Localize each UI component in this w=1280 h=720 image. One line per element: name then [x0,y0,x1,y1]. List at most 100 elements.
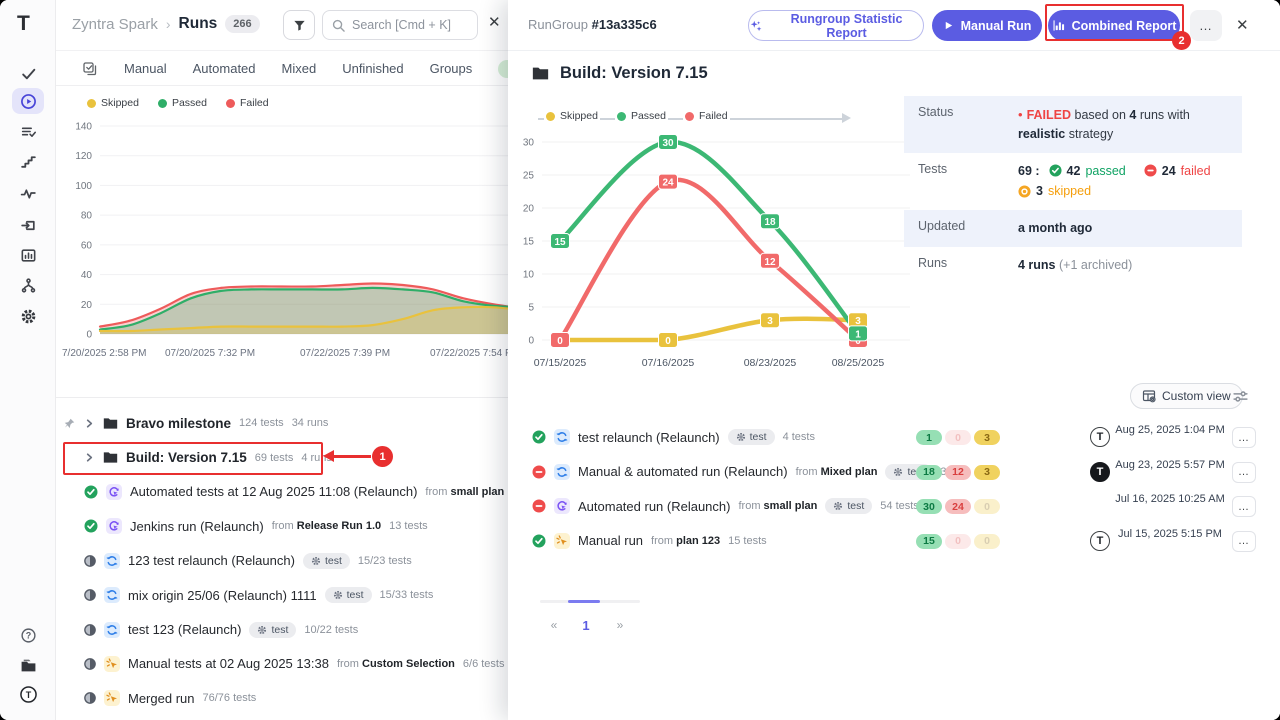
status-text: based on [1074,108,1126,122]
pagination: « 1 » [508,595,1280,655]
sidebar-item-results[interactable] [12,60,44,86]
select-all-icon[interactable] [82,61,98,77]
scrollbar-thumb[interactable] [568,600,600,603]
manual-run-button[interactable]: Manual Run [932,10,1042,41]
sidebar-item-settings[interactable] [12,303,44,329]
legend-failed[interactable]: Failed [223,97,271,109]
skipped-count-pill: 0 [974,533,1000,549]
chevron-right-icon[interactable] [84,418,95,429]
run-tests-count: 10/22 tests [304,623,359,636]
run-row[interactable]: mix origin 25/06 (Relaunch) 1111 test 15/3… [56,578,508,612]
status-unfinished-icon [84,692,96,705]
page-next-button[interactable]: » [616,618,624,632]
avatar: T [1090,461,1110,482]
rungroup-run-row[interactable]: test relaunch (Relaunch) test 4 tests 1 0 3 T A… [508,420,1280,455]
row-menu-button[interactable]: … [1232,496,1256,517]
page-number[interactable]: 1 [582,617,590,633]
sidebar-item-branching[interactable] [12,272,44,298]
run-tag: test [249,621,297,638]
legend-passed[interactable]: Passed [614,110,668,122]
run-row[interactable]: Manual tests at 02 Aug 2025 13:38 from Cu… [56,647,508,681]
legend-dot-skipped [546,111,555,121]
legend-dot-failed [225,98,235,108]
skipped-count-pill: 3 [974,464,1000,480]
run-row[interactable]: test 123 (Relaunch) test 10/22 tests [56,612,508,646]
legend-skipped[interactable]: Skipped [85,97,141,109]
app-logo[interactable]: T [17,12,30,35]
svg-text:0: 0 [557,336,563,347]
run-tests-count: 6/6 tests [462,657,505,670]
page-prev-button[interactable]: « [550,618,558,632]
run-type-mixed-icon [554,429,570,446]
sidebar-item-reports[interactable] [12,242,44,268]
run-name: Automated tests at 12 Aug 2025 11:08 (Re… [130,484,418,500]
sidebar-item-plans[interactable] [12,118,44,144]
panel-more-button[interactable]: … [1190,10,1222,41]
group-row[interactable]: Bravo milestone 124 tests 34 runs [56,406,508,440]
run-type-mixed-icon [554,463,570,480]
sidebar-item-runs[interactable] [12,88,44,114]
run-type-manual-icon [104,690,120,707]
sidebar: T ? T [0,0,56,720]
sidebar-item-activity[interactable] [12,180,44,206]
svg-text:40: 40 [81,270,93,281]
rungroup-run-row[interactable]: Manual & automated run (Relaunch) from Mi… [508,455,1280,490]
failed-dot-icon: • [1018,107,1023,122]
sidebar-item-docs[interactable] [12,652,44,678]
tab-mixed[interactable]: Mixed [281,61,317,76]
tab-manual[interactable]: Manual [124,61,167,76]
breadcrumb-separator: › [165,16,171,32]
tab-automated[interactable]: Automated [192,61,256,76]
failed-count-pill: 0 [945,430,971,445]
svg-text:12: 12 [764,257,776,268]
rungroup-runs-list: test relaunch (Relaunch) test 4 tests 1 0 3 T A… [508,420,1280,558]
tab-unfinished[interactable]: Unfinished [342,61,404,76]
legend-skipped[interactable]: Skipped [544,110,600,122]
row-menu-button[interactable]: … [1232,427,1256,448]
status-label: Status [918,105,954,119]
svg-text:5: 5 [528,303,534,314]
svg-text:20: 20 [523,204,535,215]
failed-minus-icon [1144,164,1157,177]
svg-text:07/22/2025 7:39 PM: 07/22/2025 7:39 PM [300,348,390,359]
group-row[interactable]: Build: Version 7.15 69 tests 4 runs [56,440,508,474]
view-settings-icon[interactable] [1232,388,1249,405]
svg-text:18: 18 [764,217,776,228]
updated-label: Updated [918,219,966,233]
legend-dot-passed [616,111,626,121]
breadcrumb-project[interactable]: Zyntra Spark [72,15,158,33]
filter-button[interactable] [283,10,315,40]
search-close-icon[interactable]: ✕ [488,14,501,31]
row-menu-button[interactable]: … [1232,461,1256,483]
chevron-right-icon[interactable] [84,452,95,463]
run-row[interactable]: 123 test relaunch (Relaunch) test 15/23 te… [56,544,508,578]
panel-close-icon[interactable]: ✕ [1236,17,1249,34]
run-row[interactable]: Jenkins run (Relaunch) from Release Run 1… [56,509,508,543]
row-menu-button[interactable]: … [1232,530,1256,552]
branching-icon [20,277,37,294]
sidebar-item-import[interactable] [12,212,44,238]
search-box[interactable] [322,10,478,40]
tab-groups[interactable]: Groups [429,61,473,76]
svg-text:0: 0 [855,336,861,347]
svg-text:0: 0 [665,336,671,347]
search-icon [332,19,345,32]
custom-view-button[interactable]: Custom view [1130,383,1243,409]
sidebar-item-profile[interactable]: T [12,681,44,707]
sidebar-item-help[interactable]: ? [12,622,44,648]
combined-report-button[interactable]: Combined Report [1048,10,1180,41]
area-chart-canvas: 0 20 40 60 80 100 120 140 7/20/2025 2:58 PM 07/20… [62,122,530,359]
legend-dot-passed [157,98,167,108]
search-input[interactable] [352,18,462,32]
rungroup-run-row[interactable]: Manual run from plan 123 15 tests 15 0 0 T Jul … [508,524,1280,559]
rungroup-statistic-report-button[interactable]: Rungroup Statistic Report [748,10,924,41]
run-row[interactable]: Merged run 76/76 tests [56,681,508,715]
legend-failed[interactable]: Failed [682,110,730,122]
legend-passed[interactable]: Passed [155,97,209,109]
svg-text:24: 24 [662,178,674,189]
sidebar-item-milestones[interactable] [12,148,44,174]
run-from: from Custom Selection [336,657,455,670]
rungroup-run-row[interactable]: Automated run (Relaunch) from small plan t… [508,489,1280,524]
run-type-automated-icon [106,518,122,535]
run-row[interactable]: Automated tests at 12 Aug 2025 11:08 (Re… [56,475,508,509]
